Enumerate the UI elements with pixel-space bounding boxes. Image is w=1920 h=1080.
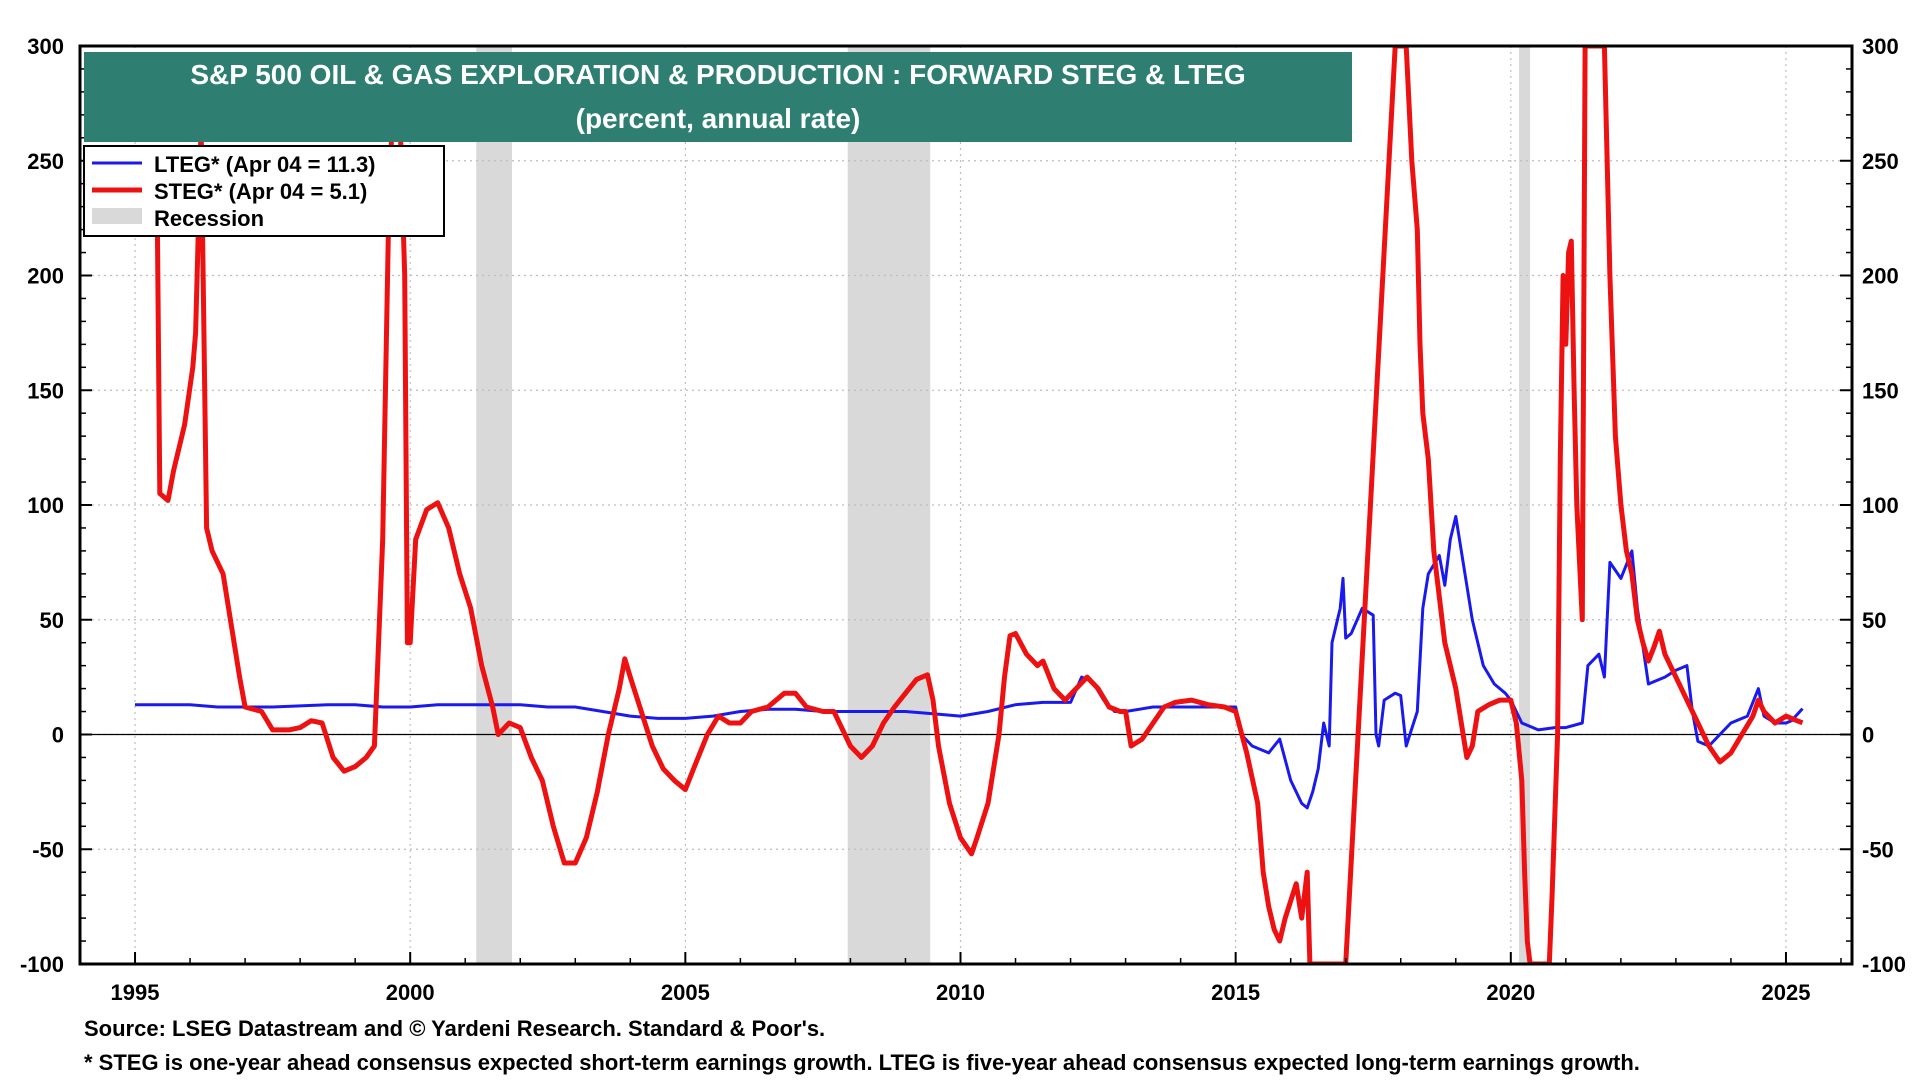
y-tick-label-right: 250 (1862, 149, 1899, 174)
legend-label-lteg: LTEG* (Apr 04 = 11.3) (154, 152, 376, 177)
y-axis: -100 -100 -50 -50 0 0 50 50 100 100 150 150 200 200 25… (20, 34, 1906, 977)
x-tick-label: 2000 (386, 980, 435, 1005)
y-tick-label-left: 250 (27, 149, 64, 174)
legend-swatch-recession (92, 208, 142, 224)
recession-band-2 (1519, 46, 1531, 964)
series-line-steg (154, 46, 1804, 964)
legend: LTEG* (Apr 04 = 11.3) STEG* (Apr 04 = 5.… (83, 145, 445, 237)
y-tick-label-left: 200 (27, 264, 64, 289)
y-tick-label-right: -100 (1862, 952, 1906, 977)
y-tick-label-right: -50 (1862, 837, 1894, 862)
y-tick-label-left: -100 (20, 952, 64, 977)
source-note: Source: LSEG Datastream and © Yardeni Re… (84, 1016, 826, 1041)
y-tick-label-left: 150 (27, 378, 64, 403)
x-tick-label: 2005 (661, 980, 710, 1005)
y-tick-label-left: 50 (40, 608, 64, 633)
y-tick-label-left: 0 (52, 723, 64, 748)
x-tick-label: 2015 (1211, 980, 1260, 1005)
x-tick-label: 2020 (1486, 980, 1535, 1005)
chart-subtitle: (percent, annual rate) (576, 103, 861, 134)
y-tick-label-left: -50 (32, 837, 64, 862)
legend-label-recession: Recession (154, 206, 264, 231)
y-tick-label-left: 300 (27, 34, 64, 59)
series-line-lteg (135, 515, 1804, 810)
y-tick-label-left: 100 (27, 493, 64, 518)
legend-box (83, 145, 445, 237)
chart-title: S&P 500 OIL & GAS EXPLORATION & PRODUCTI… (190, 59, 1245, 90)
footnote: * STEG is one-year ahead consensus expec… (84, 1050, 1640, 1075)
y-tick-label-right: 300 (1862, 34, 1899, 59)
x-tick-label: 1995 (111, 980, 160, 1005)
x-tick-label: 2025 (1761, 980, 1810, 1005)
y-tick-label-right: 0 (1862, 723, 1874, 748)
legend-label-steg: STEG* (Apr 04 = 5.1) (154, 179, 367, 204)
y-tick-label-right: 50 (1862, 608, 1886, 633)
y-tick-label-right: 150 (1862, 378, 1899, 403)
x-axis: 1995 2000 2005 2010 2015 2020 2025 (79, 952, 1842, 1005)
title-banner (84, 52, 1352, 142)
series-lines (135, 46, 1804, 964)
y-tick-label-right: 100 (1862, 493, 1899, 518)
x-tick-label: 2010 (936, 980, 985, 1005)
y-tick-label-right: 200 (1862, 264, 1899, 289)
